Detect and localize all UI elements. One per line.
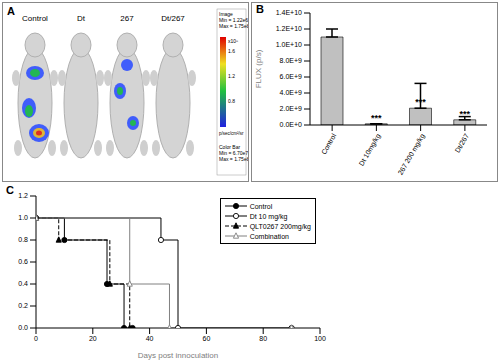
svg-text:1.2: 1.2 xyxy=(228,73,235,79)
svg-text:***: *** xyxy=(459,109,470,119)
svg-text:1.0: 1.0 xyxy=(18,214,28,221)
svg-text:Max = 1.75e8: Max = 1.75e8 xyxy=(219,156,249,162)
svg-text:Days post innoculation: Days post innoculation xyxy=(138,351,219,360)
svg-text:***: *** xyxy=(371,113,382,123)
svg-text:Min = 6.70e7: Min = 6.70e7 xyxy=(219,150,249,156)
svg-text:8.0E+9: 8.0E+9 xyxy=(280,57,302,64)
html-text:C: C xyxy=(6,184,14,196)
svg-text:60: 60 xyxy=(203,335,211,342)
svg-text:Control: Control xyxy=(320,132,338,155)
svg-text:A: A xyxy=(8,5,15,17)
svg-text:x10⁸: x10⁸ xyxy=(228,38,238,44)
svg-text:100: 100 xyxy=(314,335,326,342)
svg-text:1.6: 1.6 xyxy=(228,48,235,54)
svg-text:Dt/267: Dt/267 xyxy=(454,132,470,153)
svg-text:0: 0 xyxy=(34,335,38,342)
svg-text:0.0: 0.0 xyxy=(18,324,28,331)
html-text:Dt 10 mg/kg: Dt 10 mg/kg xyxy=(249,212,288,220)
svg-text:Dt 10mg/kg: Dt 10mg/kg xyxy=(358,132,383,167)
svg-text:p/sec/cm²/sr: p/sec/cm²/sr xyxy=(219,131,244,136)
html-text:QLT0267 200mg/kg: QLT0267 200mg/kg xyxy=(249,222,311,230)
svg-text:267: 267 xyxy=(120,14,134,23)
html-text:Control: Control xyxy=(249,202,273,210)
svg-text:0.4: 0.4 xyxy=(18,280,28,287)
svg-text:0.6: 0.6 xyxy=(18,258,28,265)
svg-text:FLUX (p/s): FLUX (p/s) xyxy=(254,49,263,88)
svg-text:Dt: Dt xyxy=(77,14,86,23)
svg-text:0.0E+0: 0.0E+0 xyxy=(280,121,302,128)
svg-text:Image: Image xyxy=(219,11,233,17)
svg-text:Dt/267: Dt/267 xyxy=(161,14,185,23)
svg-text:40: 40 xyxy=(146,335,154,342)
svg-text:6.0E+9: 6.0E+9 xyxy=(280,73,302,80)
svg-text:1.4E+10: 1.4E+10 xyxy=(276,9,302,16)
svg-text:1.2E+10: 1.2E+10 xyxy=(276,25,302,32)
svg-text:4.0E+9: 4.0E+9 xyxy=(280,89,302,96)
svg-text:0.2: 0.2 xyxy=(18,302,28,309)
html-text:Combination: Combination xyxy=(249,232,289,240)
svg-text:80: 80 xyxy=(259,335,267,342)
svg-text:***: *** xyxy=(415,97,426,107)
svg-text:0.8: 0.8 xyxy=(228,98,235,104)
svg-text:20: 20 xyxy=(89,335,97,342)
svg-text:1.0E+10: 1.0E+10 xyxy=(276,41,302,48)
svg-text:Color Bar: Color Bar xyxy=(219,144,241,150)
svg-text:0.8: 0.8 xyxy=(18,236,28,243)
svg-text:2.0E+9: 2.0E+9 xyxy=(280,105,302,112)
svg-text:Max = 1.75e8: Max = 1.75e8 xyxy=(219,23,249,29)
svg-text:267 200 mg/kg: 267 200 mg/kg xyxy=(397,132,427,176)
svg-text:Min = 1.22e6: Min = 1.22e6 xyxy=(219,17,249,23)
svg-text:Control: Control xyxy=(22,14,48,23)
html-text:B: B xyxy=(256,3,264,15)
svg-text:1.2: 1.2 xyxy=(18,192,28,199)
